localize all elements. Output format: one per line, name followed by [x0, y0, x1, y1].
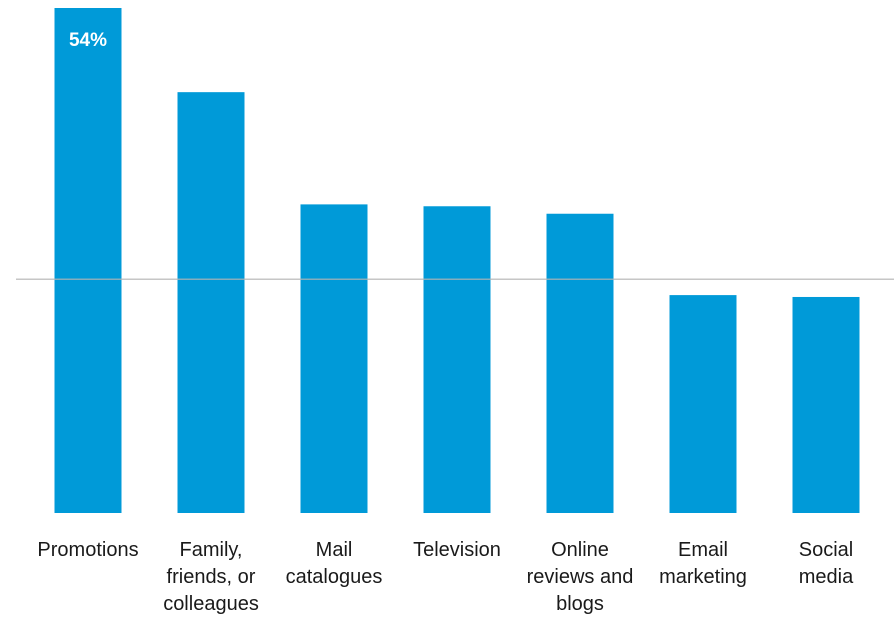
x-tick-label-0: Promotions	[37, 539, 138, 561]
x-tick-label-1: Family, friends, or colleagues	[163, 539, 259, 615]
data-labels: 54%	[69, 30, 107, 51]
x-tick-label-line: Mail	[316, 539, 353, 561]
x-tick-label-2: Mail catalogues	[286, 539, 383, 588]
bar-group	[54, 8, 860, 514]
x-tick-label-line: media	[799, 566, 854, 588]
x-tick-label-3: Television	[413, 539, 501, 561]
x-tick-label-line: Promotions	[37, 539, 138, 561]
x-tick-label-line: Social	[799, 539, 853, 561]
x-tick-label-line: Email	[678, 539, 728, 561]
x-tick-label-line: catalogues	[286, 566, 383, 588]
bar-5	[669, 295, 737, 513]
x-tick-label-line: friends, or	[167, 566, 256, 588]
bar-3	[423, 206, 491, 513]
x-axis-labels: Promotions Family, friends, or colleagues Ma…	[37, 539, 854, 615]
bar-4	[546, 213, 614, 514]
x-tick-label-line: reviews and	[527, 566, 634, 588]
bar-2	[300, 204, 368, 513]
x-tick-label-line: marketing	[659, 566, 747, 588]
x-tick-label-line: Online	[551, 539, 609, 561]
data-label-0: 54%	[69, 30, 107, 51]
bar-6	[792, 296, 860, 513]
x-tick-label-5: Email marketing	[659, 539, 747, 588]
x-tick-label-line: colleagues	[163, 593, 259, 615]
x-tick-label-6: Social media	[799, 539, 854, 588]
bar-0	[54, 8, 122, 513]
x-tick-label-4: Online reviews and blogs	[527, 539, 634, 615]
bar-1	[177, 92, 245, 514]
x-tick-label-line: blogs	[556, 593, 604, 615]
x-tick-label-line: Television	[413, 539, 501, 561]
x-tick-label-line: Family,	[180, 539, 243, 561]
